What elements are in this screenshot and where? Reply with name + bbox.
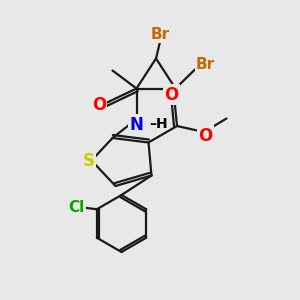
Text: Cl: Cl — [69, 200, 85, 215]
Text: –H: –H — [149, 118, 168, 131]
Text: O: O — [92, 96, 106, 114]
Text: N: N — [130, 116, 143, 134]
Text: O: O — [198, 127, 213, 145]
Text: Br: Br — [151, 27, 170, 42]
Text: Br: Br — [196, 57, 215, 72]
Text: S: S — [82, 152, 94, 169]
Text: O: O — [164, 85, 179, 103]
